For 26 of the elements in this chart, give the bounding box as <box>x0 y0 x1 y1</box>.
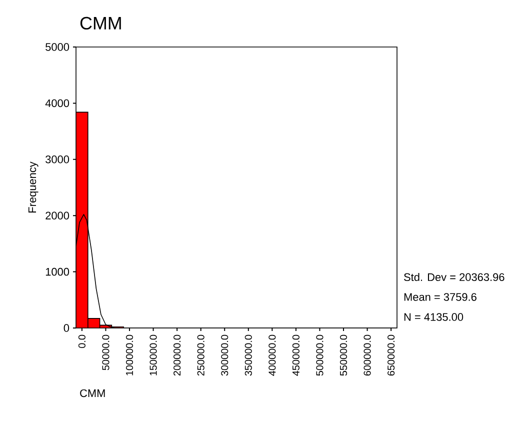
y-tick-label: 0 <box>64 324 70 332</box>
y-tick-label: 2000 <box>46 212 70 220</box>
x-tick-label: 100000.0 <box>126 334 134 376</box>
y-tick-label: 1000 <box>46 268 70 276</box>
text: N = 4135.00 <box>404 313 464 321</box>
x-tick-label: 50000.0 <box>102 334 110 370</box>
x-tick-label: 200000.0 <box>174 334 181 376</box>
text: Std. Dev = 20363.96 <box>404 272 504 282</box>
x-tick-label: 350000.0 <box>244 334 252 376</box>
text: Mean = 3759.6 <box>404 293 476 301</box>
y-tick-label: 5000 <box>46 43 70 51</box>
x-tick-label: 0.0 <box>78 334 86 348</box>
y-axis-title: Frequency <box>28 162 38 212</box>
x-tick-label: 150000.0 <box>150 334 157 376</box>
x-tick-label: 600000.0 <box>364 334 371 376</box>
y-tick-label: 4000 <box>45 99 70 108</box>
chart-title: CMM <box>80 16 121 30</box>
x-tick-label: 250000.0 <box>197 334 204 376</box>
y-tick-label: 3000 <box>46 156 70 164</box>
x-axis-title: CMM <box>80 389 105 398</box>
x-tick-label: 300000.0 <box>221 334 228 376</box>
x-tick-label: 550000.0 <box>340 334 348 376</box>
x-tick-label: 450000.0 <box>292 334 300 376</box>
x-tick-label: 500000.0 <box>316 334 324 376</box>
x-tick-label: 650000.0 <box>388 334 395 376</box>
x-tick-label: 400000.0 <box>268 334 276 376</box>
